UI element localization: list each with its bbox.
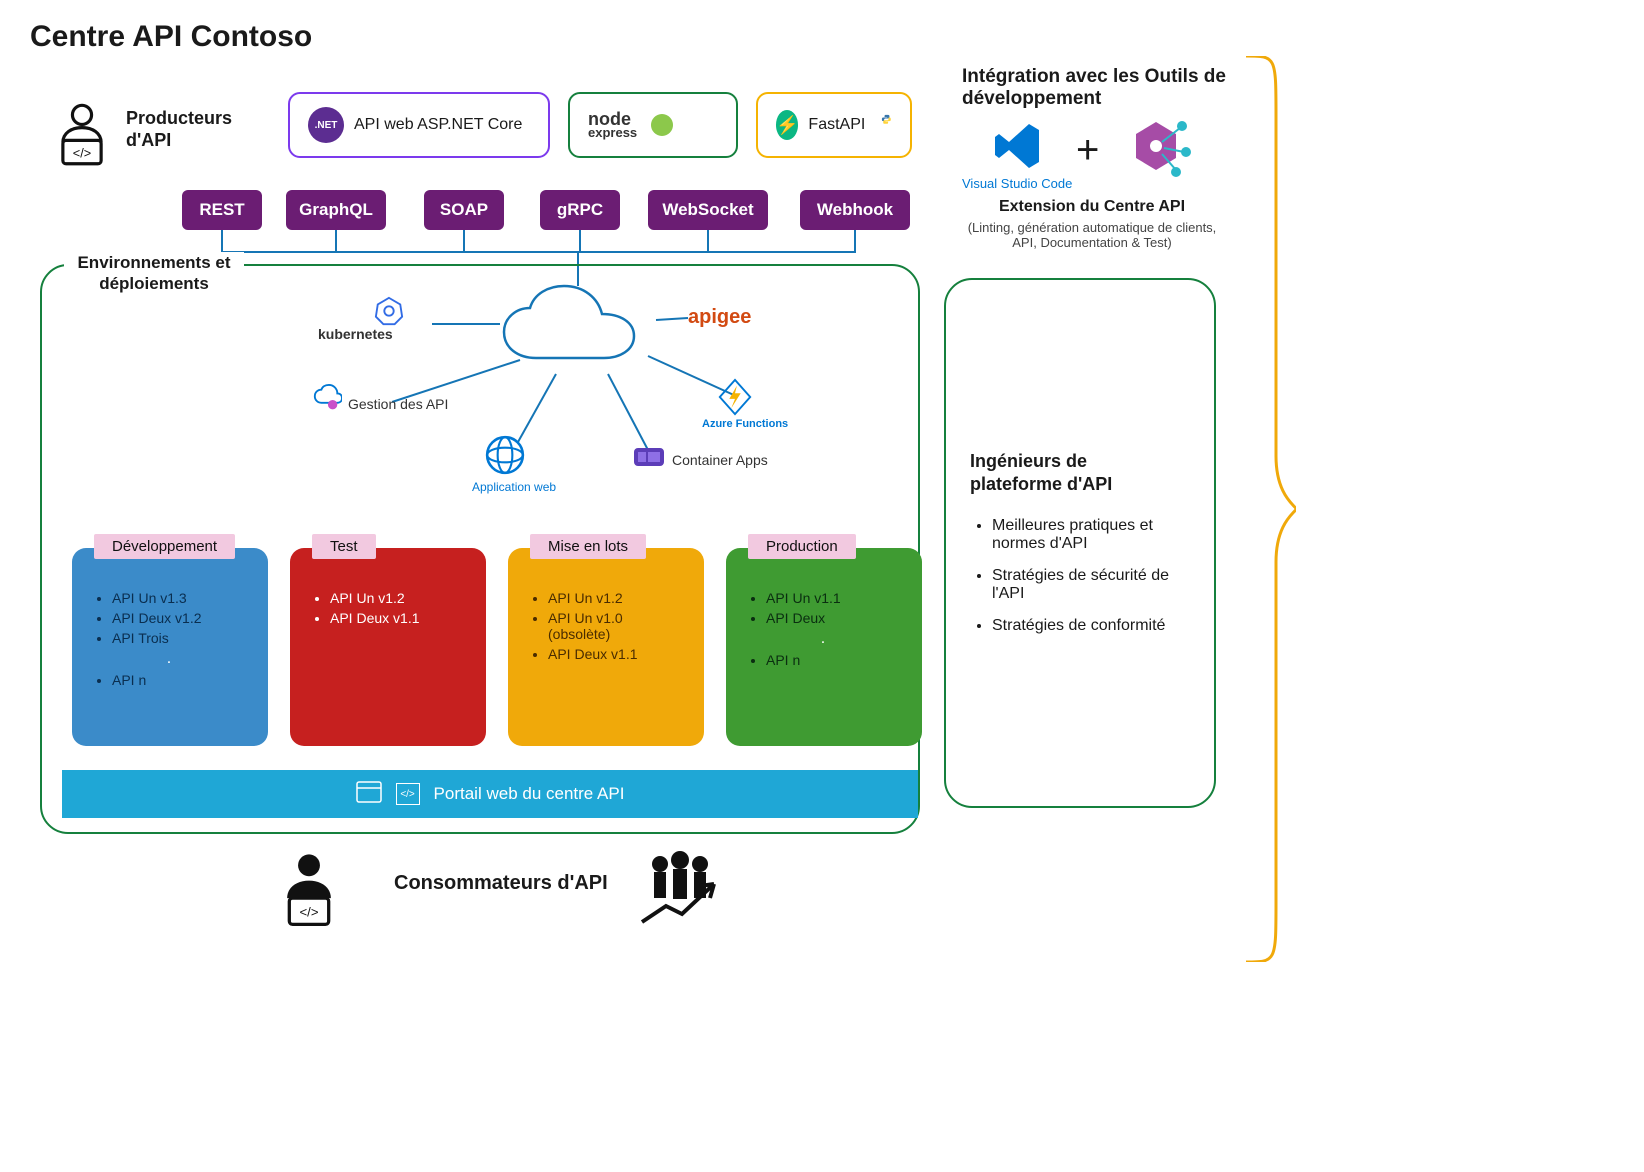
- list-item: API Deux v1.1: [548, 646, 686, 662]
- consumers-label: Consommateurs d'API: [394, 872, 608, 895]
- list-item: Stratégies de conformité: [992, 617, 1190, 635]
- nodejs-hex-icon: [651, 114, 673, 136]
- list-item: API Un v1.2: [330, 590, 468, 606]
- framework-fastapi-label: FastAPI: [808, 116, 865, 134]
- api-management-icon: [312, 384, 342, 414]
- protocol-graphql: GraphQL: [286, 190, 386, 230]
- producers-label-l2: d'API: [126, 130, 171, 150]
- env-prod-list: API Un v1.1 API Deux: [744, 590, 904, 626]
- portal-label: Portail web du centre API: [434, 784, 625, 804]
- azure-functions-icon: [716, 378, 754, 416]
- list-item: API Un v1.1: [766, 590, 904, 606]
- azure-functions-label: Azure Functions: [702, 418, 788, 430]
- node-express-logo: node express: [588, 111, 637, 139]
- env-tag-staging: Mise en lots: [530, 534, 646, 559]
- svg-text:</>: </>: [300, 905, 319, 920]
- env-tag-prod: Production: [748, 534, 856, 559]
- python-icon: [881, 112, 892, 138]
- growth-people-icon: [636, 848, 724, 930]
- api-producer-icon: </>: [48, 100, 116, 168]
- extension-hex-icon: [1120, 112, 1192, 184]
- dotnet-badge-text: .NET: [315, 120, 338, 131]
- vscode-label: Visual Studio Code: [962, 176, 1072, 191]
- ellipsis: .: [744, 630, 904, 648]
- dotnet-core-icon: .NET: [308, 107, 344, 143]
- env-tag-dev: Développement: [94, 534, 235, 559]
- plus-icon: +: [1076, 128, 1099, 173]
- protocol-soap: SOAP: [424, 190, 504, 230]
- page-title: Centre API Contoso: [30, 20, 312, 54]
- producers-label: Producteurs d'API: [126, 108, 232, 151]
- web-app-label: Application web: [472, 480, 556, 494]
- protocol-grpc: gRPC: [540, 190, 620, 230]
- engineers-list: Meilleures pratiques et normes d'API Str…: [970, 517, 1190, 635]
- framework-fastapi-box: ⚡ FastAPI: [756, 92, 912, 158]
- env-tag-test: Test: [312, 534, 376, 559]
- kubernetes-label: kubernetes: [318, 326, 393, 342]
- portal-bar: </> Portail web du centre API: [62, 770, 918, 818]
- framework-node-box: node express: [568, 92, 738, 158]
- env-card-test: Test API Un v1.2 API Deux v1.1: [290, 548, 486, 746]
- big-right-brace: [1236, 56, 1296, 962]
- list-item: API n: [766, 652, 904, 668]
- ellipsis: .: [90, 650, 250, 668]
- framework-aspnet-label: API web ASP.NET Core: [354, 116, 522, 134]
- vscode-block: Visual Studio Code: [962, 120, 1072, 191]
- fastapi-bolt-icon: ⚡: [776, 110, 798, 140]
- environments-label: Environnements et déploiements: [64, 252, 244, 295]
- framework-aspnet-box: .NET API web ASP.NET Core: [288, 92, 550, 158]
- cloud-icon: [488, 282, 668, 378]
- env-card-dev: Développement API Un v1.3 API Deux v1.2 …: [72, 548, 268, 746]
- integration-title: Intégration avec les Outils de développe…: [962, 66, 1262, 110]
- apigee-label: apigee: [688, 306, 751, 329]
- engineers-title: Ingénieurs de plateforme d'API: [970, 450, 1190, 495]
- list-item: Meilleures pratiques et normes d'API: [992, 517, 1190, 553]
- extension-subtitle: (Linting, génération automatique de clie…: [962, 220, 1222, 250]
- container-apps-icon: [632, 442, 666, 472]
- api-consumer-icon: </>: [274, 850, 344, 930]
- list-item: API Trois: [112, 630, 250, 646]
- list-item: API Deux v1.1: [330, 610, 468, 626]
- engineers-title-l1: Ingénieurs de: [970, 451, 1087, 471]
- producers-label-l1: Producteurs: [126, 108, 232, 128]
- svg-text:</>: </>: [73, 145, 91, 160]
- list-item: API Un v1.3: [112, 590, 250, 606]
- vscode-icon: [991, 120, 1043, 172]
- list-item: Stratégies de sécurité de l'API: [992, 567, 1190, 603]
- engineers-title-l2: plateforme d'API: [970, 474, 1112, 494]
- env-dev-list: API Un v1.3 API Deux v1.2 API Trois: [90, 590, 250, 646]
- protocol-websocket: WebSocket: [648, 190, 768, 230]
- container-apps-label: Container Apps: [672, 452, 768, 468]
- api-management-label: Gestion des API: [348, 396, 448, 412]
- env-card-prod: Production API Un v1.1 API Deux . API n: [726, 548, 922, 746]
- platform-engineers-box: Ingénieurs de plateforme d'API Meilleure…: [944, 278, 1216, 808]
- protocol-rest: REST: [182, 190, 262, 230]
- env-test-list: API Un v1.2 API Deux v1.1: [308, 590, 468, 626]
- list-item: API n: [112, 672, 250, 688]
- env-card-staging: Mise en lots API Un v1.2 API Un v1.0 (ob…: [508, 548, 704, 746]
- kubernetes-icon: [374, 296, 404, 326]
- list-item: API Un v1.0 (obsolète): [548, 610, 686, 642]
- browser-window-icon: [356, 781, 382, 808]
- env-staging-list: API Un v1.2 API Un v1.0 (obsolète) API D…: [526, 590, 686, 662]
- web-app-icon: [484, 434, 526, 476]
- list-item: API Un v1.2: [548, 590, 686, 606]
- extension-title: Extension du Centre API: [962, 198, 1222, 216]
- code-icon: </>: [396, 783, 420, 805]
- protocol-webhook: Webhook: [800, 190, 910, 230]
- node-text-bottom: express: [588, 125, 637, 140]
- list-item: API Deux: [766, 610, 904, 626]
- list-item: API Deux v1.2: [112, 610, 250, 626]
